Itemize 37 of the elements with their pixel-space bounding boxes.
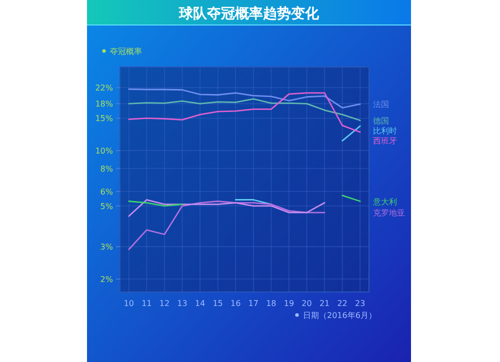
- x-tick-label: 20: [302, 299, 312, 308]
- x-tick-label: 10: [124, 299, 134, 308]
- y-tick-label: 6%: [100, 187, 114, 196]
- x-tick-label: 15: [212, 299, 223, 308]
- x-tick-label: 16: [230, 299, 241, 308]
- line-series: [128, 92, 361, 133]
- line-series: [128, 200, 326, 250]
- series-label: 西班牙: [373, 136, 397, 146]
- line-series: [128, 98, 361, 122]
- line-series: [128, 199, 326, 217]
- x-tick-label: 13: [177, 299, 188, 308]
- x-tick-label: 17: [248, 299, 258, 308]
- y-tick-label: 18%: [95, 100, 114, 109]
- x-tick-label: 21: [319, 299, 330, 308]
- x-tick-label: 22: [337, 299, 348, 308]
- x-tick-label: 12: [159, 299, 170, 308]
- y-tick-label: 8%: [100, 164, 114, 174]
- y-tick-label: 5%: [100, 202, 114, 211]
- x-tick-label: 11: [142, 299, 152, 308]
- series-label: 德国: [373, 116, 389, 126]
- y-tick-label: 15%: [95, 114, 114, 124]
- chart-title: 球队夺冠概率趋势变化: [178, 5, 320, 22]
- x-tick-label: 14: [194, 299, 206, 308]
- y-axis-title: 夺冠概率: [110, 47, 142, 56]
- y-tick-label: 22%: [95, 84, 114, 93]
- x-tick-label: 23: [355, 299, 366, 308]
- y-tick-label: 3%: [100, 242, 114, 252]
- y-tick-label: 10%: [95, 146, 114, 156]
- line-series: [128, 88, 361, 108]
- x-tick-label: 18: [266, 299, 276, 308]
- series-label: 比利时: [373, 126, 397, 136]
- x-tick-label: 19: [284, 299, 294, 308]
- series-label: 法国: [373, 100, 389, 110]
- series-label: 意大利: [372, 197, 397, 206]
- x-axis-title: 日期（2016年6月）: [303, 311, 376, 320]
- y-tick-label: 2%: [100, 275, 114, 284]
- text: 克罗地亚: [373, 208, 405, 218]
